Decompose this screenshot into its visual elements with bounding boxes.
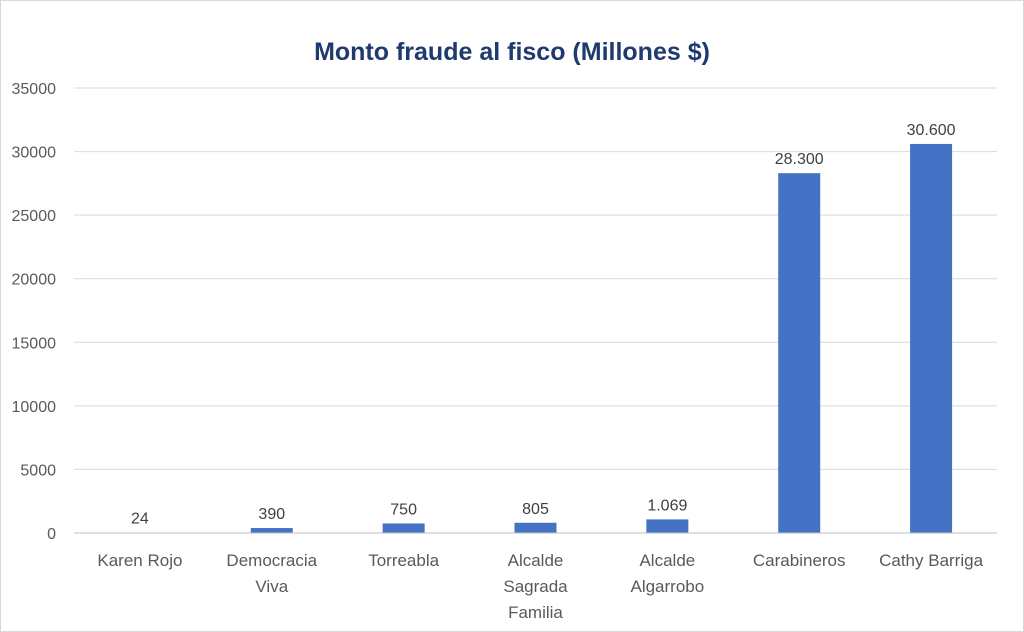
y-tick-label: 25000	[12, 208, 57, 225]
category-label: Democracia Viva	[226, 551, 317, 596]
bar	[646, 519, 689, 533]
data-labels: 24 390 750 805 1.069 28.300 30.600	[131, 122, 956, 528]
bar	[910, 143, 953, 533]
data-label: 30.600	[907, 122, 956, 139]
category-label: Alcalde Algarrobo	[630, 551, 704, 596]
y-tick-label: 5000	[20, 462, 56, 479]
chart-title: Monto fraude al fisco (Millones $)	[314, 38, 710, 66]
data-label: 750	[390, 501, 417, 518]
data-label: 805	[522, 501, 549, 518]
y-axis-ticks: 0 5000 10000 15000 20000 25000 30000 35000	[12, 81, 57, 543]
category-label: Alcalde Sagrada Familia	[503, 551, 568, 622]
bar	[250, 528, 293, 533]
category-label: Karen Rojo	[97, 551, 182, 570]
data-label: 390	[258, 506, 285, 523]
gridlines	[74, 87, 997, 470]
category-label: Cathy Barriga	[879, 551, 983, 570]
bars	[118, 143, 953, 534]
y-tick-label: 0	[47, 526, 56, 543]
bar	[514, 522, 557, 533]
category-label: Torreabla	[368, 551, 439, 570]
bar	[778, 173, 821, 533]
bar	[382, 523, 425, 533]
data-label: 1.069	[647, 497, 687, 514]
data-label: 28.300	[775, 151, 824, 168]
y-tick-label: 20000	[12, 272, 57, 289]
y-tick-label: 15000	[12, 335, 57, 352]
y-tick-label: 30000	[12, 145, 57, 162]
x-axis-categories: Karen Rojo Democracia Viva Torreabla Alcalde…	[97, 551, 983, 622]
category-label: Carabineros	[753, 551, 846, 570]
data-label: 24	[131, 511, 149, 528]
y-tick-label: 10000	[12, 399, 57, 416]
y-tick-label: 35000	[12, 81, 57, 98]
